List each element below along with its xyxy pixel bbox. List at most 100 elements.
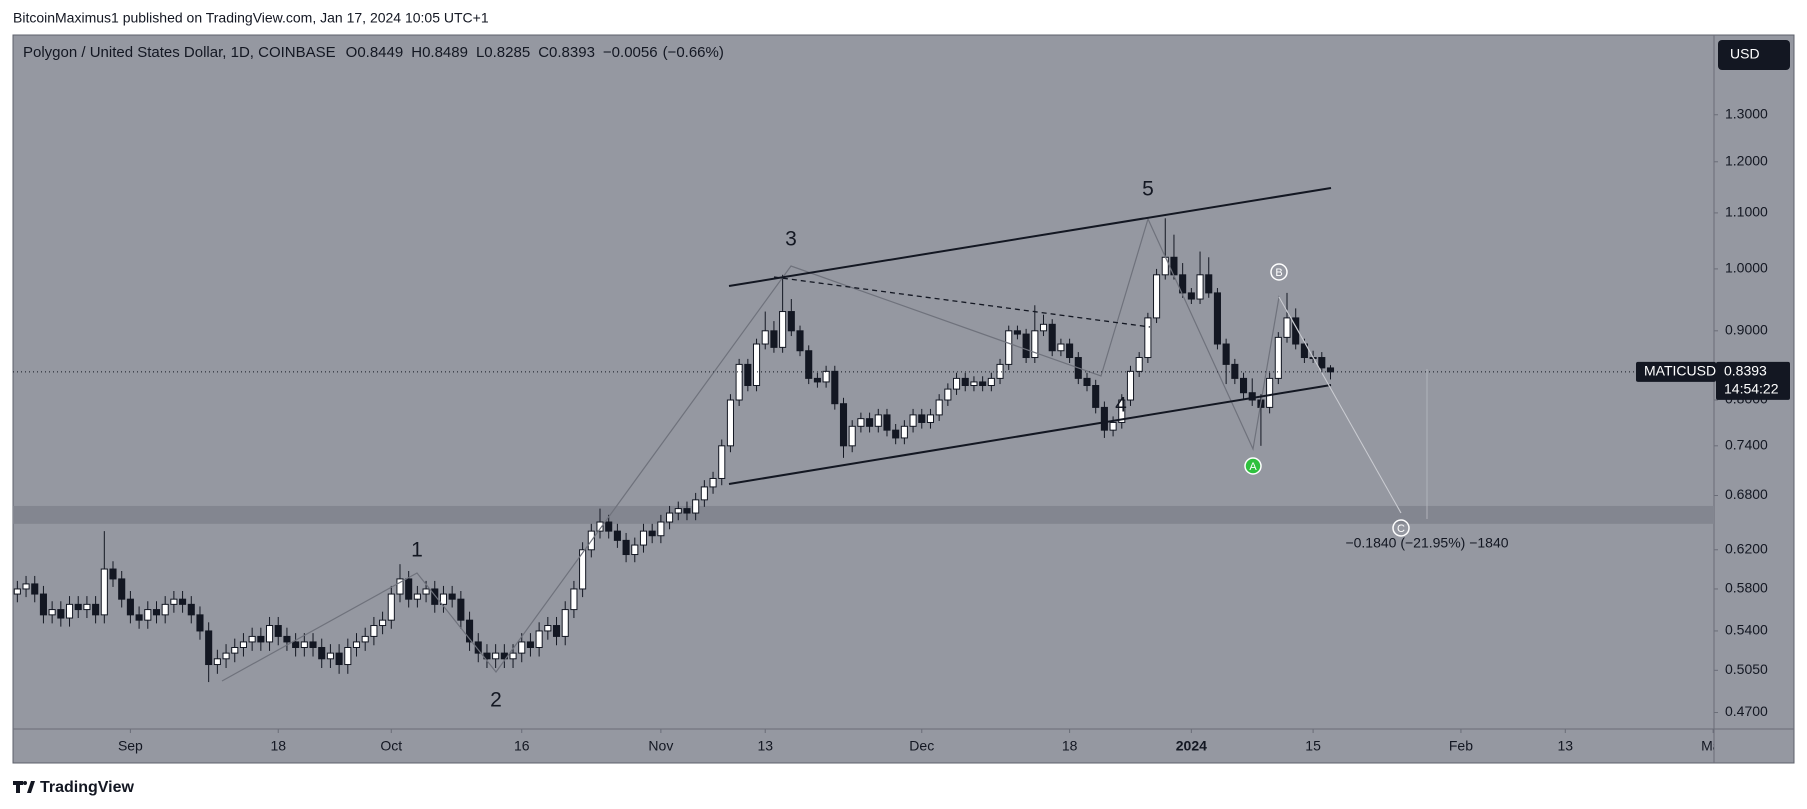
candle-body (300, 641, 308, 648)
candle-body (318, 646, 326, 660)
logo-part (23, 781, 27, 785)
candle-body (118, 578, 126, 600)
y-tick-label: 1.1000 (1725, 204, 1768, 220)
candle-body (231, 646, 239, 654)
candle-body (605, 521, 613, 532)
chart-frame (12, 34, 1795, 764)
wave-label: 1 (411, 539, 423, 562)
candle-body (1126, 370, 1135, 401)
candle-body (1013, 330, 1021, 335)
correction-label: C (1397, 523, 1405, 535)
candle-body (883, 414, 891, 431)
y-tick-label: 0.7400 (1725, 437, 1768, 453)
candle-body (752, 343, 761, 387)
candle-body (535, 630, 543, 648)
x-tick-label: 13 (757, 738, 773, 754)
candle-body (1083, 377, 1091, 387)
candle-body (1066, 343, 1074, 359)
candle-body (179, 598, 187, 605)
candle-body (979, 381, 987, 387)
candle-body (544, 625, 552, 632)
candle-body (935, 399, 943, 416)
candle-body (405, 578, 413, 600)
candle-body (561, 609, 569, 637)
candle-body (292, 641, 300, 648)
candle-body (1135, 357, 1143, 372)
candle-body (57, 609, 65, 619)
candle-body (187, 603, 195, 616)
candle-body (1300, 343, 1308, 359)
candle-body (726, 399, 734, 447)
candle-body (283, 635, 291, 643)
wave-circle (1392, 519, 1410, 537)
candle-body (1248, 392, 1256, 401)
candle-body (1239, 377, 1248, 394)
legend-key: C (538, 44, 549, 61)
candle-body (1039, 323, 1048, 332)
candle-body (526, 641, 534, 648)
candle-body (109, 568, 117, 580)
candle-body (152, 609, 161, 616)
y-tick-label: 1.2000 (1725, 152, 1768, 168)
candle-body (1031, 330, 1039, 359)
candle-body (648, 530, 656, 537)
candle-body (457, 598, 465, 621)
candle-body (1161, 256, 1169, 276)
candle-body (413, 593, 421, 600)
candle-body (770, 330, 778, 348)
candle-body (970, 381, 978, 387)
logo-part (27, 781, 35, 793)
y-tick-label: 0.5400 (1725, 622, 1768, 638)
currency-button[interactable] (1718, 40, 1790, 70)
candle-body (379, 619, 387, 627)
candle-body (396, 578, 404, 595)
logo-part (16, 781, 20, 793)
candle-body (422, 588, 430, 595)
y-tick-label: 0.5050 (1725, 661, 1768, 677)
candle-body (579, 549, 587, 590)
candle-body (831, 370, 839, 405)
candle-body (518, 641, 526, 654)
candle-body (83, 603, 91, 611)
candle-body (996, 363, 1004, 379)
candle-body (1283, 317, 1291, 338)
candle-body (335, 652, 343, 666)
candle-body (900, 425, 908, 439)
candle-body (1222, 343, 1230, 365)
candle-body (944, 388, 952, 401)
x-tick-label: Dec (909, 738, 934, 754)
candle-body (170, 598, 178, 605)
legend-value: 0.8393 (549, 44, 595, 61)
plot-area (13, 218, 1714, 683)
correction-label: A (1249, 461, 1257, 473)
symbol-tag (1636, 361, 1716, 382)
candle-body (874, 414, 882, 427)
candle-body (92, 603, 100, 616)
candle-body (892, 429, 900, 439)
candle-body (735, 363, 743, 401)
candle-body (839, 403, 848, 447)
brand-logo (13, 781, 35, 793)
y-tick-label: 0.6800 (1725, 486, 1768, 502)
candle-body (1109, 421, 1117, 431)
x-tick-label: Nov (648, 738, 673, 754)
symbol-tag-label: MATICUSD (1644, 363, 1716, 379)
candle-body (666, 512, 674, 523)
legend-value: 0.8489 (422, 44, 468, 61)
price-tag-label: 0.8393 (1724, 363, 1767, 379)
candle-body (431, 588, 439, 605)
wave-label: 2 (490, 689, 502, 712)
legend-title: Polygon / United States Dollar, 1D, COIN… (23, 44, 336, 61)
candle-body (352, 641, 361, 648)
x-tick-label: Sep (118, 738, 143, 754)
candle-body (1318, 357, 1326, 369)
candle-body (570, 588, 578, 611)
candle-body (196, 614, 204, 632)
candle-body (761, 330, 769, 345)
candle-body (474, 641, 482, 654)
candle-body (552, 625, 561, 637)
candle-body (39, 593, 47, 616)
candle-body (709, 477, 717, 488)
candle-body (779, 311, 787, 348)
